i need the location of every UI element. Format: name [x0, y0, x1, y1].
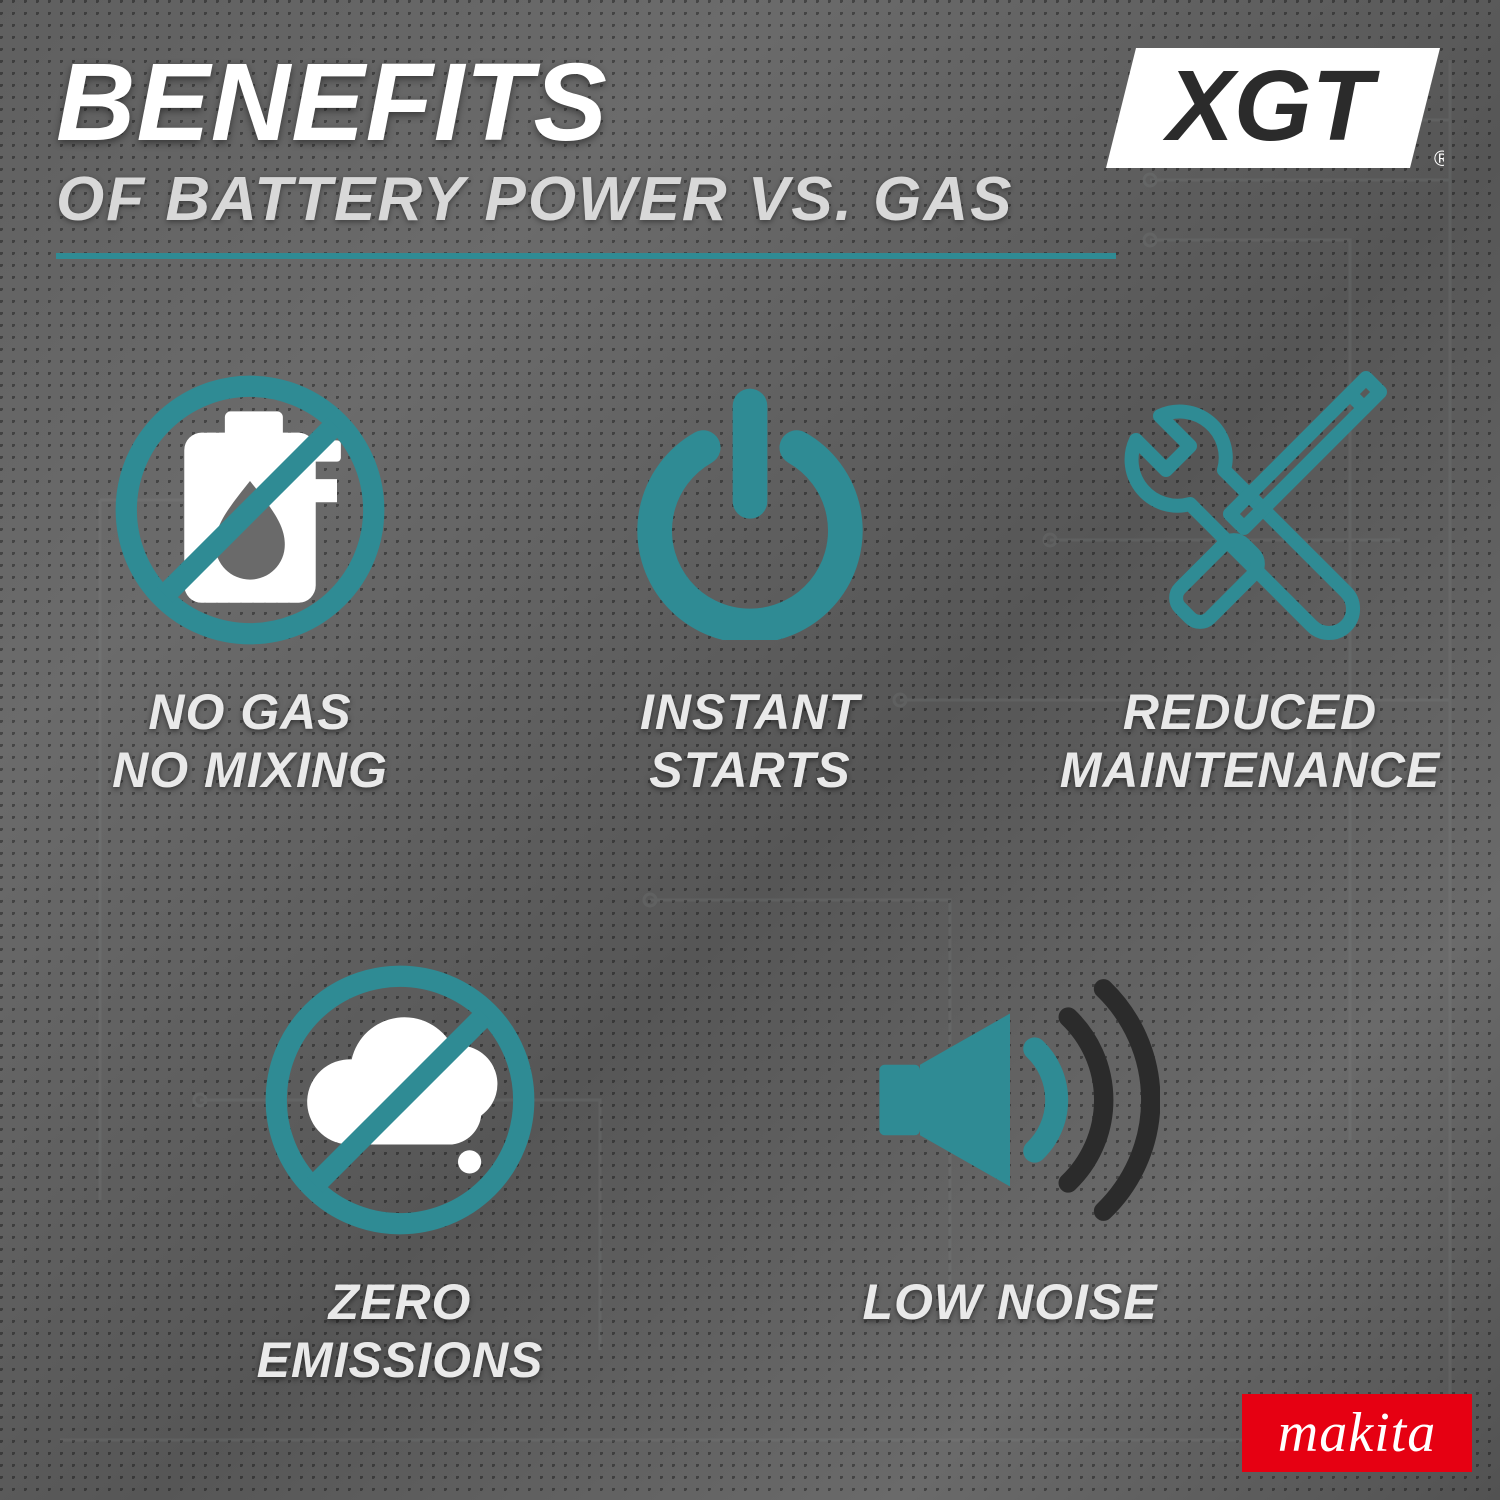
page-subtitle: OF BATTERY POWER VS. GAS — [56, 164, 1444, 235]
benefit-label: REDUCED MAINTENANCE — [1060, 684, 1440, 799]
power-icon — [600, 360, 900, 660]
page-title: BENEFITS — [56, 48, 1444, 158]
benefit-instant-starts: INSTANT STARTS — [500, 360, 1000, 799]
prohibit-gas-can-icon — [100, 360, 400, 660]
benefit-label: ZERO EMISSIONS — [257, 1274, 544, 1389]
infographic-canvas: XGT ® BENEFITS OF BATTERY POWER VS. GAS — [0, 0, 1500, 1500]
prohibit-cloud-icon — [250, 950, 550, 1250]
benefit-reduced-maintenance: REDUCED MAINTENANCE — [1000, 360, 1500, 799]
brand-logo: makita — [1242, 1394, 1472, 1472]
benefits-grid: NO GAS NO MIXING INSTANT STARTS — [0, 360, 1500, 1500]
speaker-icon — [860, 950, 1160, 1250]
benefit-zero-emissions: ZERO EMISSIONS — [150, 950, 650, 1389]
benefit-no-gas: NO GAS NO MIXING — [0, 360, 500, 799]
header: BENEFITS OF BATTERY POWER VS. GAS — [56, 48, 1444, 259]
tools-icon — [1100, 360, 1400, 660]
title-underline — [56, 253, 1116, 259]
benefit-label: NO GAS NO MIXING — [112, 684, 388, 799]
benefit-label: LOW NOISE — [862, 1274, 1157, 1332]
benefit-label: INSTANT STARTS — [640, 684, 860, 799]
benefit-low-noise: LOW NOISE — [760, 950, 1260, 1332]
